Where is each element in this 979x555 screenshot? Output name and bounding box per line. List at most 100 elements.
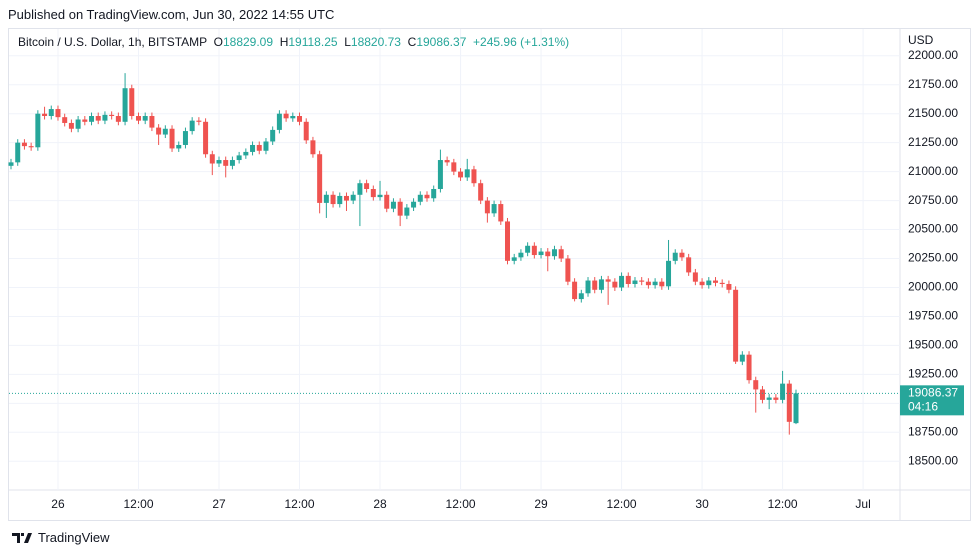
candle-body: [142, 116, 148, 121]
candle-body: [115, 116, 121, 122]
candle-body: [250, 144, 256, 152]
candle-body: [263, 141, 269, 151]
candle-body: [679, 252, 685, 258]
legend: Bitcoin / U.S. Dollar, 1h, BITSTAMP O188…: [18, 35, 569, 49]
y-tick-label: 18500.00: [908, 453, 958, 467]
candle-body: [48, 109, 54, 117]
candle-body: [270, 129, 276, 142]
candle-body: [672, 252, 678, 261]
candle-body: [122, 88, 128, 122]
candle-body: [377, 194, 383, 198]
candle-body: [243, 151, 249, 156]
ohlc-value: 19118.25: [288, 35, 338, 49]
candle-body: [659, 281, 665, 287]
candle-body: [109, 114, 115, 117]
candle-body: [625, 275, 631, 285]
candle-body: [28, 146, 34, 148]
candle-body: [102, 114, 108, 121]
candle-body: [686, 257, 692, 273]
candle-body: [350, 194, 356, 201]
candle-body: [592, 280, 598, 290]
candle-body: [310, 140, 316, 155]
candle-body: [572, 281, 578, 300]
candle-body: [256, 144, 262, 151]
candle-body: [605, 279, 611, 282]
y-tick-label: 21500.00: [908, 106, 958, 120]
candle-body: [444, 160, 450, 163]
candle-body: [585, 280, 591, 294]
candle-body: [753, 380, 759, 390]
ohlc-label: L: [344, 35, 351, 49]
candle-body: [15, 142, 21, 163]
candle-body: [337, 195, 343, 205]
candle-body: [498, 204, 504, 222]
candle-body: [578, 293, 584, 300]
candle-body: [699, 281, 705, 286]
candle-body: [565, 258, 571, 282]
candle-body: [726, 284, 732, 290]
candle-body: [129, 88, 135, 117]
y-tick-label: 20750.00: [908, 193, 958, 207]
candle-body: [746, 354, 752, 381]
candle-body: [639, 280, 645, 282]
candle-body: [189, 120, 195, 132]
ohlc-value: 18829.09: [222, 35, 274, 49]
candle-body: [196, 120, 202, 122]
candle-body: [411, 201, 417, 208]
candle-body: [505, 221, 511, 261]
candle-body: [759, 389, 765, 400]
x-tick-label: 28: [373, 497, 387, 511]
published-note: Published on TradingView.com, Jun 30, 20…: [8, 7, 335, 22]
x-tick-label: 12:00: [446, 497, 476, 511]
candle-body: [451, 162, 457, 172]
x-tick-label: 12:00: [607, 497, 637, 511]
ohlc-value: 18820.73: [350, 35, 401, 49]
brand: TradingView: [38, 530, 110, 545]
candle-body: [182, 131, 188, 145]
y-tick-label: 21250.00: [908, 135, 958, 149]
candle-body: [176, 144, 182, 149]
candle-body: [632, 280, 638, 285]
candle-body: [558, 249, 564, 259]
last-price-label: 19086.37: [908, 386, 958, 400]
candle-body: [424, 194, 430, 199]
candle-body: [169, 128, 175, 149]
candle-body: [733, 289, 739, 362]
candle-body: [464, 169, 470, 178]
candle-body: [162, 128, 168, 135]
x-tick-label: Jul: [855, 497, 870, 511]
candle-body: [75, 119, 81, 129]
candle-body: [612, 281, 618, 288]
footer: TradingView: [12, 530, 110, 545]
logo: [12, 532, 32, 543]
candle-body: [209, 154, 215, 164]
x-tick-label: 26: [51, 497, 65, 511]
candle-body: [82, 119, 88, 122]
candle-body: [437, 160, 443, 190]
y-tick-label: 20500.00: [908, 222, 958, 236]
candle-body: [55, 109, 61, 118]
candle-body: [276, 113, 282, 130]
candle-body: [364, 183, 370, 190]
y-tick-label: 19500.00: [908, 338, 958, 352]
candle-body: [551, 249, 557, 257]
candle-body: [370, 189, 376, 198]
candle-body: [343, 195, 349, 201]
candle-body: [135, 116, 141, 121]
candle-body: [203, 121, 209, 155]
x-tick-label: 12:00: [284, 497, 314, 511]
candle-body: [531, 245, 537, 256]
candle-body: [545, 251, 551, 257]
candle-body: [471, 169, 477, 184]
candle-body: [323, 194, 329, 203]
last-price-box: [900, 385, 964, 416]
candle-body: [404, 207, 410, 216]
candle-body: [236, 155, 242, 161]
candle-body: [491, 204, 497, 214]
x-tick-label: 12:00: [768, 497, 798, 511]
candle-body: [89, 116, 95, 122]
candle-body: [692, 272, 698, 282]
candle-body: [62, 117, 68, 123]
candle-body: [35, 113, 41, 148]
